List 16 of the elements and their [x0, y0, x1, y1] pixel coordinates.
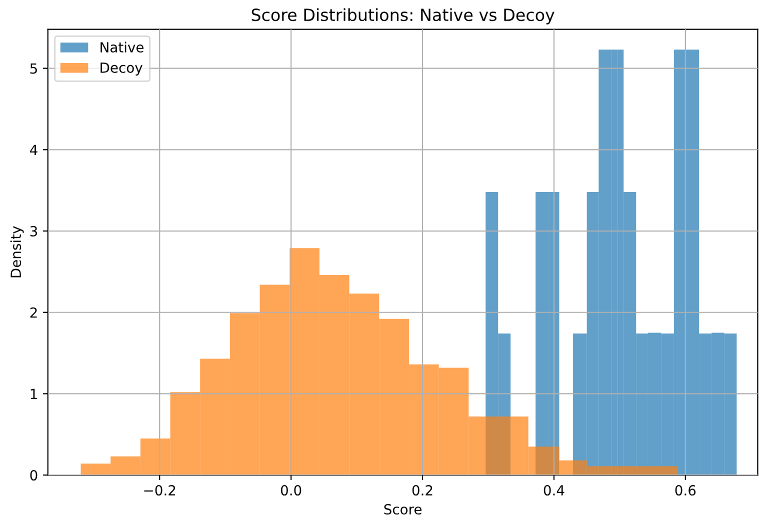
- y-tick-label: 0: [30, 470, 38, 481]
- x-tick-label: 0.4: [544, 485, 564, 496]
- x-tick-label: 0.2: [412, 485, 432, 496]
- y-axis-title: Density: [10, 226, 24, 278]
- x-tick-label: −0.2: [144, 485, 176, 496]
- x-tick-label: 0.6: [675, 485, 696, 496]
- y-tick-label: 1: [30, 388, 37, 399]
- x-tick-label: 0.0: [280, 485, 302, 496]
- y-tick-label: 5: [30, 63, 37, 74]
- legend-label: Native: [100, 42, 144, 53]
- y-tick-label: 2: [30, 307, 37, 318]
- y-tick-label: 4: [30, 144, 38, 155]
- chart-title: Score Distributions: Native vs Decoy: [252, 8, 554, 24]
- y-tick-label: 3: [30, 226, 38, 236]
- x-axis-title: Score: [384, 504, 422, 515]
- legend-label: Decoy: [100, 62, 142, 76]
